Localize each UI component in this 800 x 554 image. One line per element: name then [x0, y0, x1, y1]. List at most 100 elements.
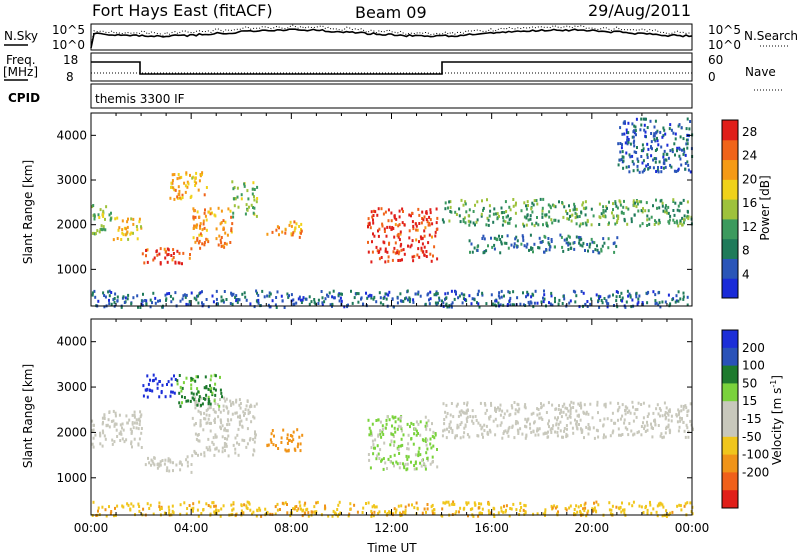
range-time-cell [200, 412, 202, 416]
range-time-cell [677, 299, 680, 303]
range-time-cell [595, 510, 598, 514]
range-time-cell [187, 399, 190, 403]
range-time-cell [493, 507, 496, 511]
range-time-cell [399, 425, 402, 429]
range-time-cell [560, 408, 562, 412]
range-time-cell [529, 422, 531, 426]
range-time-cell [540, 240, 543, 244]
range-time-cell [253, 305, 256, 309]
range-time-cell [259, 508, 262, 512]
range-time-cell [405, 296, 408, 300]
range-time-cell [407, 447, 410, 451]
range-time-cell [498, 296, 501, 300]
range-time-cell [253, 198, 256, 202]
range-time-cell [525, 223, 528, 227]
range-time-cell [236, 433, 239, 437]
nsky-label: N.Sky [4, 29, 38, 43]
range-time-cell [231, 302, 234, 306]
range-time-cell [371, 511, 373, 515]
range-time-cell [566, 416, 569, 420]
range-time-cell [375, 419, 378, 422]
range-time-cell [133, 437, 136, 441]
range-time-cell [483, 429, 486, 432]
range-time-cell [269, 512, 272, 516]
range-time-cell [468, 294, 471, 298]
range-time-cell [578, 423, 580, 426]
range-time-cell [481, 293, 484, 297]
range-time-cell [449, 205, 452, 209]
range-time-cell [462, 219, 465, 223]
range-time-cell [635, 133, 637, 137]
range-time-cell [673, 213, 676, 217]
range-time-cell [215, 508, 218, 512]
range-time-cell [632, 199, 635, 203]
range-time-cell [179, 512, 182, 516]
range-time-cell [111, 442, 114, 446]
range-time-cell [247, 412, 250, 416]
range-time-cell [427, 241, 430, 245]
range-time-cell [548, 215, 551, 219]
range-time-cell [133, 415, 136, 419]
range-time-cell [388, 418, 391, 422]
range-time-cell [622, 166, 625, 170]
range-time-cell [176, 177, 179, 181]
colorbar-swatch [722, 383, 738, 402]
range-time-cell [156, 386, 159, 390]
range-time-cell [484, 403, 487, 407]
range-time-cell [244, 295, 247, 299]
range-time-cell [179, 385, 182, 389]
range-time-cell [570, 400, 573, 404]
range-time-cell [548, 210, 551, 214]
range-time-cell [642, 207, 644, 211]
range-time-cell [231, 412, 234, 416]
range-time-cell [435, 292, 438, 295]
range-time-cell [432, 430, 435, 434]
range-time-cell [286, 292, 289, 296]
range-time-cell [683, 504, 686, 508]
range-time-cell [579, 509, 582, 513]
range-time-cell [597, 251, 600, 255]
range-time-cell [206, 448, 209, 452]
range-time-cell [317, 298, 320, 302]
range-time-cell [495, 299, 498, 303]
range-time-cell [353, 296, 356, 300]
range-time-cell [180, 197, 183, 201]
range-time-cell [608, 501, 611, 505]
range-time-cell [165, 297, 168, 301]
range-time-cell [223, 442, 226, 445]
range-time-cell [683, 429, 686, 433]
range-time-cell [633, 144, 636, 148]
colorbar-swatch [722, 347, 738, 367]
range-time-cell [146, 248, 149, 252]
range-time-cell [372, 209, 375, 213]
range-time-cell [467, 214, 470, 218]
range-time-cell [212, 300, 215, 304]
range-time-cell [630, 220, 633, 224]
colorbar-swatch [722, 218, 738, 240]
range-time-cell [557, 416, 559, 420]
range-time-cell [245, 504, 248, 508]
range-time-cell [246, 399, 249, 403]
range-time-cell [273, 434, 275, 438]
range-time-cell [481, 507, 484, 511]
range-time-cell [589, 402, 592, 406]
range-time-cell [217, 206, 220, 210]
range-time-cell [633, 412, 636, 416]
range-time-cell [163, 511, 166, 515]
range-time-cell [691, 512, 694, 516]
range-time-cell [388, 225, 391, 229]
range-time-cell [436, 465, 439, 469]
range-time-cell [678, 425, 681, 429]
range-time-cell [126, 297, 129, 301]
range-time-cell [621, 501, 623, 505]
y-tick-label: 2000 [56, 425, 87, 439]
range-time-cell [578, 404, 581, 407]
colorbar-swatch [722, 199, 738, 220]
range-time-cell [347, 514, 350, 518]
range-time-cell [458, 207, 461, 211]
range-time-cell [346, 305, 349, 309]
range-time-cell [634, 129, 637, 133]
range-time-cell [141, 252, 144, 256]
range-time-cell [131, 413, 134, 417]
range-time-cell [296, 445, 299, 449]
